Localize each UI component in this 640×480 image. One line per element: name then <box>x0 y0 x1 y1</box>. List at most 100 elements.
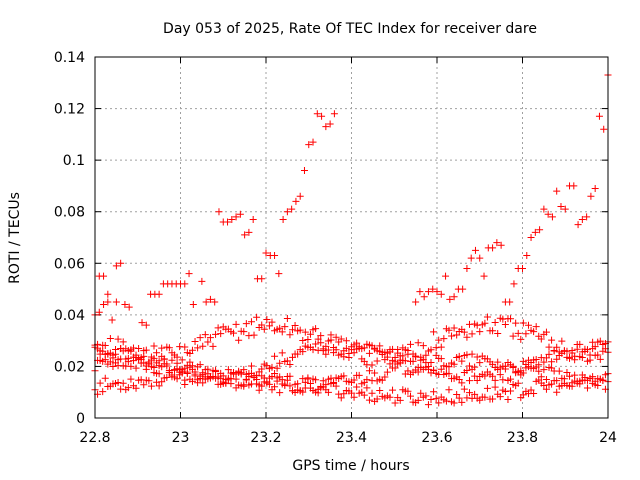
data-point <box>463 333 471 341</box>
data-point <box>268 363 276 371</box>
data-point <box>476 328 484 336</box>
data-point <box>537 373 545 381</box>
data-point <box>422 392 430 400</box>
data-point <box>540 366 548 374</box>
data-point <box>512 319 520 327</box>
data-point <box>442 397 450 405</box>
data-point <box>409 357 417 365</box>
data-point <box>427 395 435 403</box>
data-point <box>476 254 484 262</box>
data-point <box>473 353 481 361</box>
data-point <box>558 337 566 345</box>
data-point <box>589 373 597 381</box>
data-point <box>262 249 270 257</box>
data-point <box>245 332 253 340</box>
data-point <box>417 389 425 397</box>
data-point <box>371 345 379 353</box>
data-point <box>283 376 291 384</box>
data-point <box>363 376 371 384</box>
data-point <box>548 213 556 221</box>
data-point <box>422 351 430 359</box>
data-point <box>153 378 161 386</box>
data-point <box>391 399 399 407</box>
data-point <box>371 369 379 377</box>
data-point <box>324 337 332 345</box>
data-point <box>286 331 294 339</box>
data-point <box>288 205 296 213</box>
data-point <box>540 358 548 366</box>
data-point <box>481 372 489 380</box>
data-point <box>433 288 441 296</box>
data-point <box>417 353 425 361</box>
data-point <box>589 345 597 353</box>
data-point <box>420 293 428 301</box>
data-point <box>137 355 145 363</box>
data-point <box>173 353 181 361</box>
data-point <box>242 320 250 328</box>
data-point <box>145 360 153 368</box>
data-point <box>465 377 473 385</box>
data-point <box>491 376 499 384</box>
data-point <box>163 362 171 370</box>
data-point <box>345 354 353 362</box>
data-point <box>202 298 210 306</box>
data-point <box>147 353 155 361</box>
data-point <box>319 347 327 355</box>
data-point <box>509 362 517 370</box>
data-point <box>450 324 458 332</box>
data-point <box>465 389 473 397</box>
data-point <box>430 388 438 396</box>
data-point <box>322 386 330 394</box>
x-tick-label: 24 <box>599 430 617 446</box>
data-point <box>383 368 391 376</box>
x-tick-label: 23.6 <box>421 430 452 446</box>
data-point <box>373 357 381 365</box>
data-point <box>245 373 253 381</box>
data-point <box>112 350 120 358</box>
data-point <box>109 362 117 370</box>
data-point <box>561 205 569 213</box>
data-point <box>340 372 348 380</box>
data-point <box>117 259 125 267</box>
data-point <box>445 363 453 371</box>
data-point <box>587 192 595 200</box>
data-point <box>327 331 335 339</box>
data-point <box>432 344 440 352</box>
data-point <box>106 358 114 366</box>
data-point <box>296 192 304 200</box>
data-point <box>317 332 325 340</box>
data-point <box>196 361 204 369</box>
data-point <box>305 141 313 149</box>
data-point <box>468 350 476 358</box>
x-tick-label: 23.4 <box>336 430 367 446</box>
data-point <box>206 334 214 342</box>
data-point <box>537 335 545 343</box>
data-point <box>96 347 104 355</box>
data-point <box>471 390 479 398</box>
data-point <box>258 365 266 373</box>
data-point <box>578 215 586 223</box>
data-point <box>581 345 589 353</box>
data-point <box>240 366 248 374</box>
data-point <box>155 290 163 298</box>
data-point <box>142 321 150 329</box>
data-point <box>350 393 358 401</box>
data-point <box>104 290 112 298</box>
data-point <box>108 316 116 324</box>
data-point <box>453 390 461 398</box>
data-point <box>100 272 108 280</box>
data-point <box>458 398 466 406</box>
data-point <box>132 384 140 392</box>
data-point <box>306 330 314 338</box>
data-point <box>594 382 602 390</box>
y-tick-label: 0.12 <box>54 102 85 118</box>
data-point <box>342 344 350 352</box>
data-point <box>198 277 206 285</box>
y-axis: 0 0.02 0.04 0.06 0.08 0.1 0.12 0.14 <box>54 50 608 427</box>
data-point <box>300 166 308 174</box>
data-point <box>125 303 133 311</box>
data-point <box>181 376 189 384</box>
y-tick-label: 0.08 <box>54 205 85 221</box>
data-point <box>355 371 363 379</box>
data-point <box>273 364 281 372</box>
